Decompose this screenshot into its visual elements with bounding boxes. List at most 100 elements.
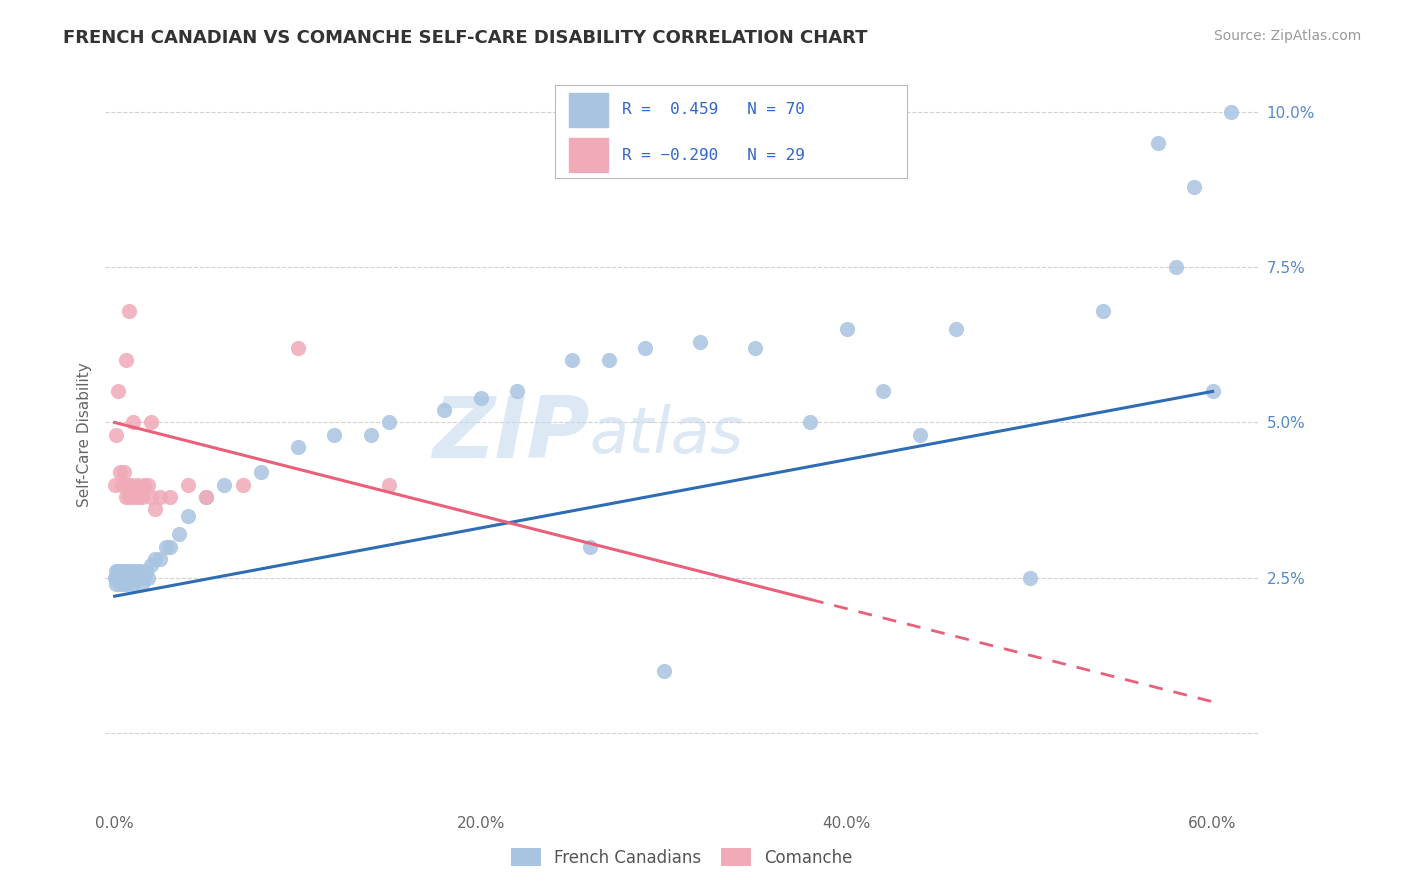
Point — [149, 490, 172, 504]
Point — [378, 416, 401, 430]
Point — [141, 558, 163, 573]
Text: ZIP: ZIP — [432, 393, 589, 476]
Point — [108, 571, 131, 585]
Point — [127, 571, 149, 585]
Point — [360, 427, 382, 442]
Point — [111, 565, 134, 579]
Point — [232, 477, 254, 491]
Point — [214, 477, 236, 491]
Point — [118, 490, 141, 504]
Point — [122, 565, 145, 579]
Point — [177, 508, 200, 523]
Point — [111, 477, 134, 491]
Point — [111, 571, 134, 585]
Point — [135, 565, 157, 579]
Point — [120, 571, 142, 585]
Point — [129, 565, 152, 579]
Point — [108, 565, 131, 579]
Point — [114, 353, 136, 368]
Point — [104, 571, 127, 585]
Point — [125, 571, 148, 585]
Point — [124, 571, 146, 585]
Point — [835, 322, 858, 336]
Point — [378, 477, 401, 491]
Point — [167, 527, 190, 541]
Point — [136, 571, 159, 585]
Point — [1091, 303, 1114, 318]
Point — [159, 540, 181, 554]
Point — [120, 477, 142, 491]
Text: Source: ZipAtlas.com: Source: ZipAtlas.com — [1213, 29, 1361, 43]
Point — [127, 490, 149, 504]
Point — [195, 490, 218, 504]
Point — [744, 341, 766, 355]
Point — [112, 465, 135, 479]
Point — [122, 576, 145, 591]
Bar — [569, 138, 607, 172]
Point — [561, 353, 583, 368]
Point — [195, 490, 218, 504]
Point — [107, 384, 129, 399]
Point — [579, 540, 602, 554]
Text: atlas: atlas — [589, 404, 744, 466]
Point — [470, 391, 492, 405]
Point — [107, 571, 129, 585]
Point — [118, 565, 141, 579]
Y-axis label: Self-Care Disability: Self-Care Disability — [76, 362, 91, 508]
Point — [506, 384, 529, 399]
Point — [141, 490, 163, 504]
Point — [177, 477, 200, 491]
Point — [117, 571, 139, 585]
Point — [112, 571, 135, 585]
Point — [908, 427, 931, 442]
Point — [112, 576, 135, 591]
Point — [131, 490, 153, 504]
Text: R =  0.459   N = 70: R = 0.459 N = 70 — [621, 102, 806, 117]
Point — [652, 664, 675, 678]
Point — [107, 565, 129, 579]
Point — [122, 571, 145, 585]
Point — [114, 565, 136, 579]
Point — [433, 403, 456, 417]
Point — [118, 571, 141, 585]
Point — [117, 477, 139, 491]
Point — [1219, 105, 1241, 120]
Point — [141, 416, 163, 430]
Point — [287, 440, 309, 454]
Point — [634, 341, 657, 355]
Point — [122, 490, 145, 504]
Point — [872, 384, 894, 399]
Point — [132, 477, 155, 491]
Point — [323, 427, 346, 442]
Point — [1201, 384, 1223, 399]
Legend: French Canadians, Comanche: French Canadians, Comanche — [505, 841, 859, 873]
Point — [136, 477, 159, 491]
Point — [105, 427, 128, 442]
Point — [598, 353, 620, 368]
Point — [159, 490, 181, 504]
Point — [105, 565, 128, 579]
Point — [1182, 179, 1205, 194]
Bar — [569, 93, 607, 127]
Point — [945, 322, 967, 336]
Point — [108, 465, 131, 479]
Point — [1146, 136, 1168, 150]
Point — [125, 565, 148, 579]
Text: FRENCH CANADIAN VS COMANCHE SELF-CARE DISABILITY CORRELATION CHART: FRENCH CANADIAN VS COMANCHE SELF-CARE DI… — [63, 29, 868, 46]
Point — [155, 540, 177, 554]
Point — [120, 571, 142, 585]
Point — [131, 576, 153, 591]
Point — [799, 416, 821, 430]
Point — [1164, 260, 1187, 275]
Text: R = −0.290   N = 29: R = −0.290 N = 29 — [621, 148, 806, 163]
Point — [143, 552, 166, 566]
Point — [114, 490, 136, 504]
Point — [1018, 571, 1040, 585]
Point — [114, 571, 136, 585]
Point — [149, 552, 172, 566]
Point — [131, 571, 153, 585]
Point — [689, 334, 711, 349]
Point — [105, 576, 128, 591]
Point — [108, 576, 131, 591]
Point — [104, 477, 127, 491]
